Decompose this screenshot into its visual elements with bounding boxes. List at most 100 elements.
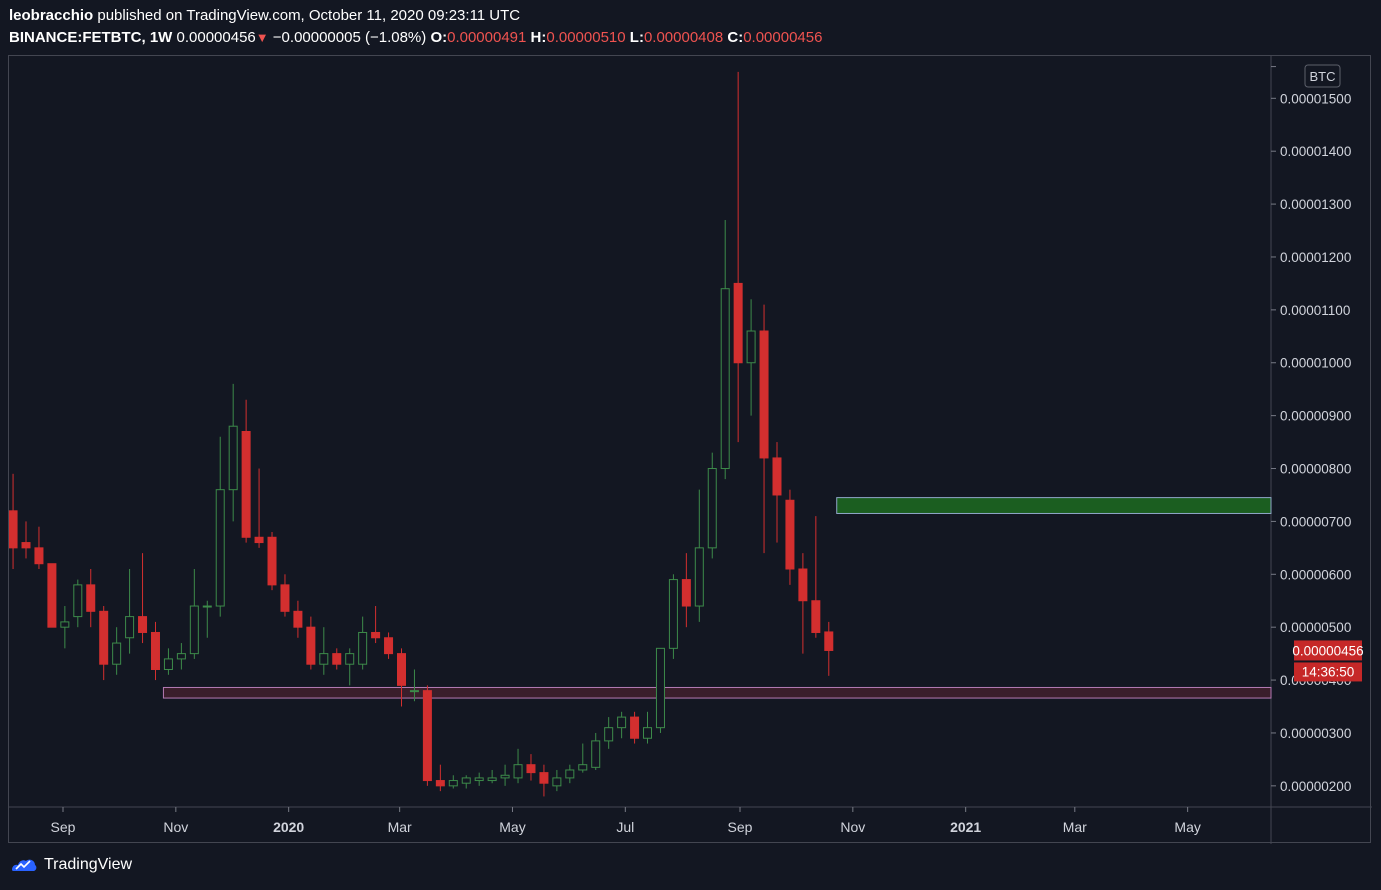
candle <box>487 769 497 784</box>
candle <box>824 621 834 676</box>
candle <box>73 579 83 628</box>
candle-body <box>461 777 471 784</box>
candle-body <box>397 653 406 686</box>
candle <box>422 685 432 786</box>
candle-body <box>34 547 44 565</box>
candle <box>435 764 445 792</box>
candle <box>655 647 665 733</box>
candle-body <box>73 584 83 618</box>
candle-body <box>785 499 795 570</box>
candle <box>9 473 18 570</box>
candle <box>306 616 316 670</box>
candle <box>267 531 277 591</box>
candle-body <box>448 780 458 787</box>
candle <box>21 521 31 559</box>
y-tick-label: 0.00001500 <box>1280 91 1351 106</box>
candle <box>565 764 575 784</box>
candle <box>358 616 368 670</box>
candle <box>112 627 122 675</box>
chart-frame[interactable]: 0.000002000.000003000.000004000.00000500… <box>8 55 1372 844</box>
candle <box>733 71 743 443</box>
candle <box>694 489 704 622</box>
author-name[interactable]: leobracchio <box>9 7 94 24</box>
candle-body <box>643 727 653 739</box>
candle-body <box>655 647 665 729</box>
candle <box>552 769 562 792</box>
tradingview-branding[interactable]: TradingView <box>10 856 132 874</box>
x-tick-label: Mar <box>1063 819 1087 835</box>
candle <box>681 553 691 628</box>
candle-body <box>435 780 445 787</box>
candle <box>202 600 212 638</box>
candle <box>461 775 471 789</box>
candle-body <box>319 653 329 665</box>
candle <box>332 648 342 670</box>
candle <box>759 304 769 554</box>
close-value: 0.00000456 <box>743 29 823 46</box>
y-tick-label: 0.00001100 <box>1280 303 1350 318</box>
candle <box>125 569 135 654</box>
candle-body <box>617 716 627 729</box>
y-tick-label: 0.00000600 <box>1280 567 1351 582</box>
candle <box>448 775 458 789</box>
candle <box>99 606 109 681</box>
candle-body <box>759 330 769 459</box>
x-tick-label: Sep <box>51 819 76 835</box>
candle-body <box>47 563 57 628</box>
candle <box>630 711 640 744</box>
candle <box>163 648 173 675</box>
candle-body <box>604 727 614 742</box>
candle <box>397 648 406 707</box>
candle <box>668 574 678 659</box>
x-tick-label: Mar <box>388 819 412 835</box>
x-tick-label: Nov <box>840 819 865 835</box>
candle-body <box>21 542 31 549</box>
candle-body <box>733 282 743 364</box>
candle-body <box>552 777 562 787</box>
candle-body <box>60 621 70 628</box>
y-tick-label: 0.00000200 <box>1280 779 1351 794</box>
low-value: 0.00000408 <box>643 29 724 46</box>
candle <box>86 569 96 628</box>
candle <box>34 526 44 570</box>
candle-body <box>746 330 756 364</box>
y-tick-label: 0.00000700 <box>1280 514 1351 529</box>
last-price: 0.00000456 <box>176 29 256 46</box>
symbol-info: BINANCE:FETBTC, 1W 0.00000456▼ −0.000000… <box>9 29 822 46</box>
brand-name: TradingView <box>44 856 133 873</box>
candle <box>720 219 730 480</box>
candle-body <box>422 690 432 782</box>
candle-body <box>189 605 199 655</box>
resistance-zone <box>836 497 1272 514</box>
candle <box>176 643 186 670</box>
candle <box>280 574 290 617</box>
candle <box>215 436 225 617</box>
candle <box>293 600 303 638</box>
y-tick-label: 0.00001300 <box>1280 197 1351 212</box>
candle-body <box>578 764 588 771</box>
candle-body <box>86 584 96 612</box>
candle <box>798 553 808 654</box>
candle <box>138 553 148 644</box>
candle-body <box>720 288 730 470</box>
last-price-label: 0.00000456 <box>1292 643 1363 658</box>
candlestick-chart[interactable]: 0.000002000.000003000.000004000.00000500… <box>9 56 1372 844</box>
candle-body <box>332 653 342 665</box>
x-tick-label: Sep <box>728 819 753 835</box>
candle-body <box>474 777 484 782</box>
candle-body <box>811 600 821 633</box>
tradingview-logo-icon <box>12 859 37 871</box>
publish-text: published on TradingView.com, October 11… <box>93 7 521 24</box>
candle-body <box>163 658 173 670</box>
candle-body <box>125 616 135 639</box>
close-label: C: <box>727 29 744 46</box>
candle <box>409 669 419 702</box>
candle <box>500 764 510 786</box>
candle-body <box>824 631 834 651</box>
candle-body <box>150 631 160 670</box>
candle <box>345 648 355 686</box>
last-price-tag <box>1294 640 1362 661</box>
candle-body <box>500 774 510 779</box>
high-value: 0.00000510 <box>546 29 626 46</box>
candle <box>578 743 588 773</box>
